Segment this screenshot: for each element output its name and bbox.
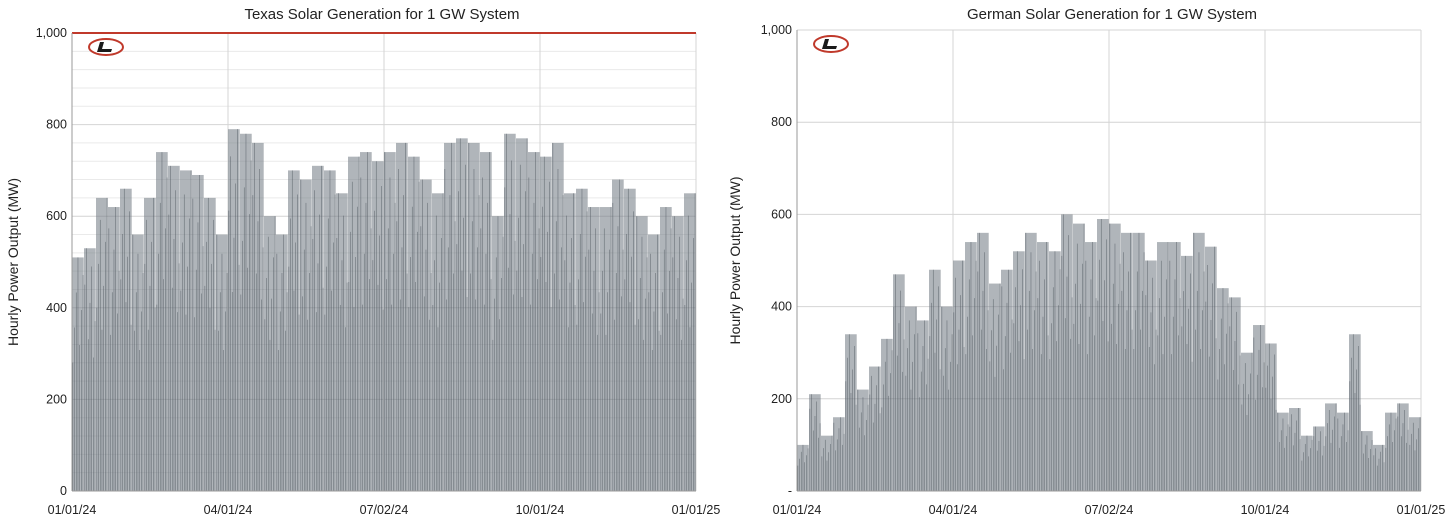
logo-icon [88,38,124,56]
chart-title: Texas Solar Generation for 1 GW System [244,6,519,23]
y-axis-label: Hourly Power Output (MW) [727,176,743,344]
logo-oval [88,38,124,56]
y-tick-label: - [788,484,792,498]
x-tick-label: 04/01/24 [929,503,978,517]
x-tick-label: 04/01/24 [204,503,253,517]
y-tick-label: 400 [46,301,67,315]
x-tick-label: 10/01/24 [1241,503,1290,517]
y-tick-label: 800 [46,118,67,132]
y-tick-label: 200 [46,392,67,406]
logo-oval [813,35,849,53]
x-tick-label: 10/01/24 [516,503,565,517]
y-tick-label: 400 [771,300,792,314]
y-axis-label: Hourly Power Output (MW) [5,178,21,346]
chart-title: German Solar Generation for 1 GW System [967,6,1257,23]
x-tick-label: 07/02/24 [360,503,409,517]
logo-letter [822,39,837,49]
y-tick-label: 600 [46,209,67,223]
y-tick-label: 1,000 [36,26,67,40]
x-tick-label: 01/01/24 [773,503,822,517]
y-tick-label: 1,000 [761,23,792,37]
y-tick-label: 800 [771,115,792,129]
y-tick-label: 600 [771,207,792,221]
bar-series [797,214,1421,491]
logo-letter [97,42,112,52]
x-tick-label: 07/02/24 [1085,503,1134,517]
logo-icon [813,35,849,53]
x-tick-label: 01/01/24 [48,503,97,517]
bar-series [72,129,696,492]
y-tick-label: 200 [771,392,792,406]
chart-panel-2: - 200 400 600 800 1,000 01/01/24 04/01/24 07/02/… [727,6,1445,517]
x-tick-label: 01/01/25 [1397,503,1446,517]
chart-panel-1: 0 200 400 600 800 1,000 01/01/24 04/01/24 07/02/… [5,6,720,517]
y-tick-label: 0 [60,484,67,498]
x-tick-label: 01/01/25 [672,503,721,517]
